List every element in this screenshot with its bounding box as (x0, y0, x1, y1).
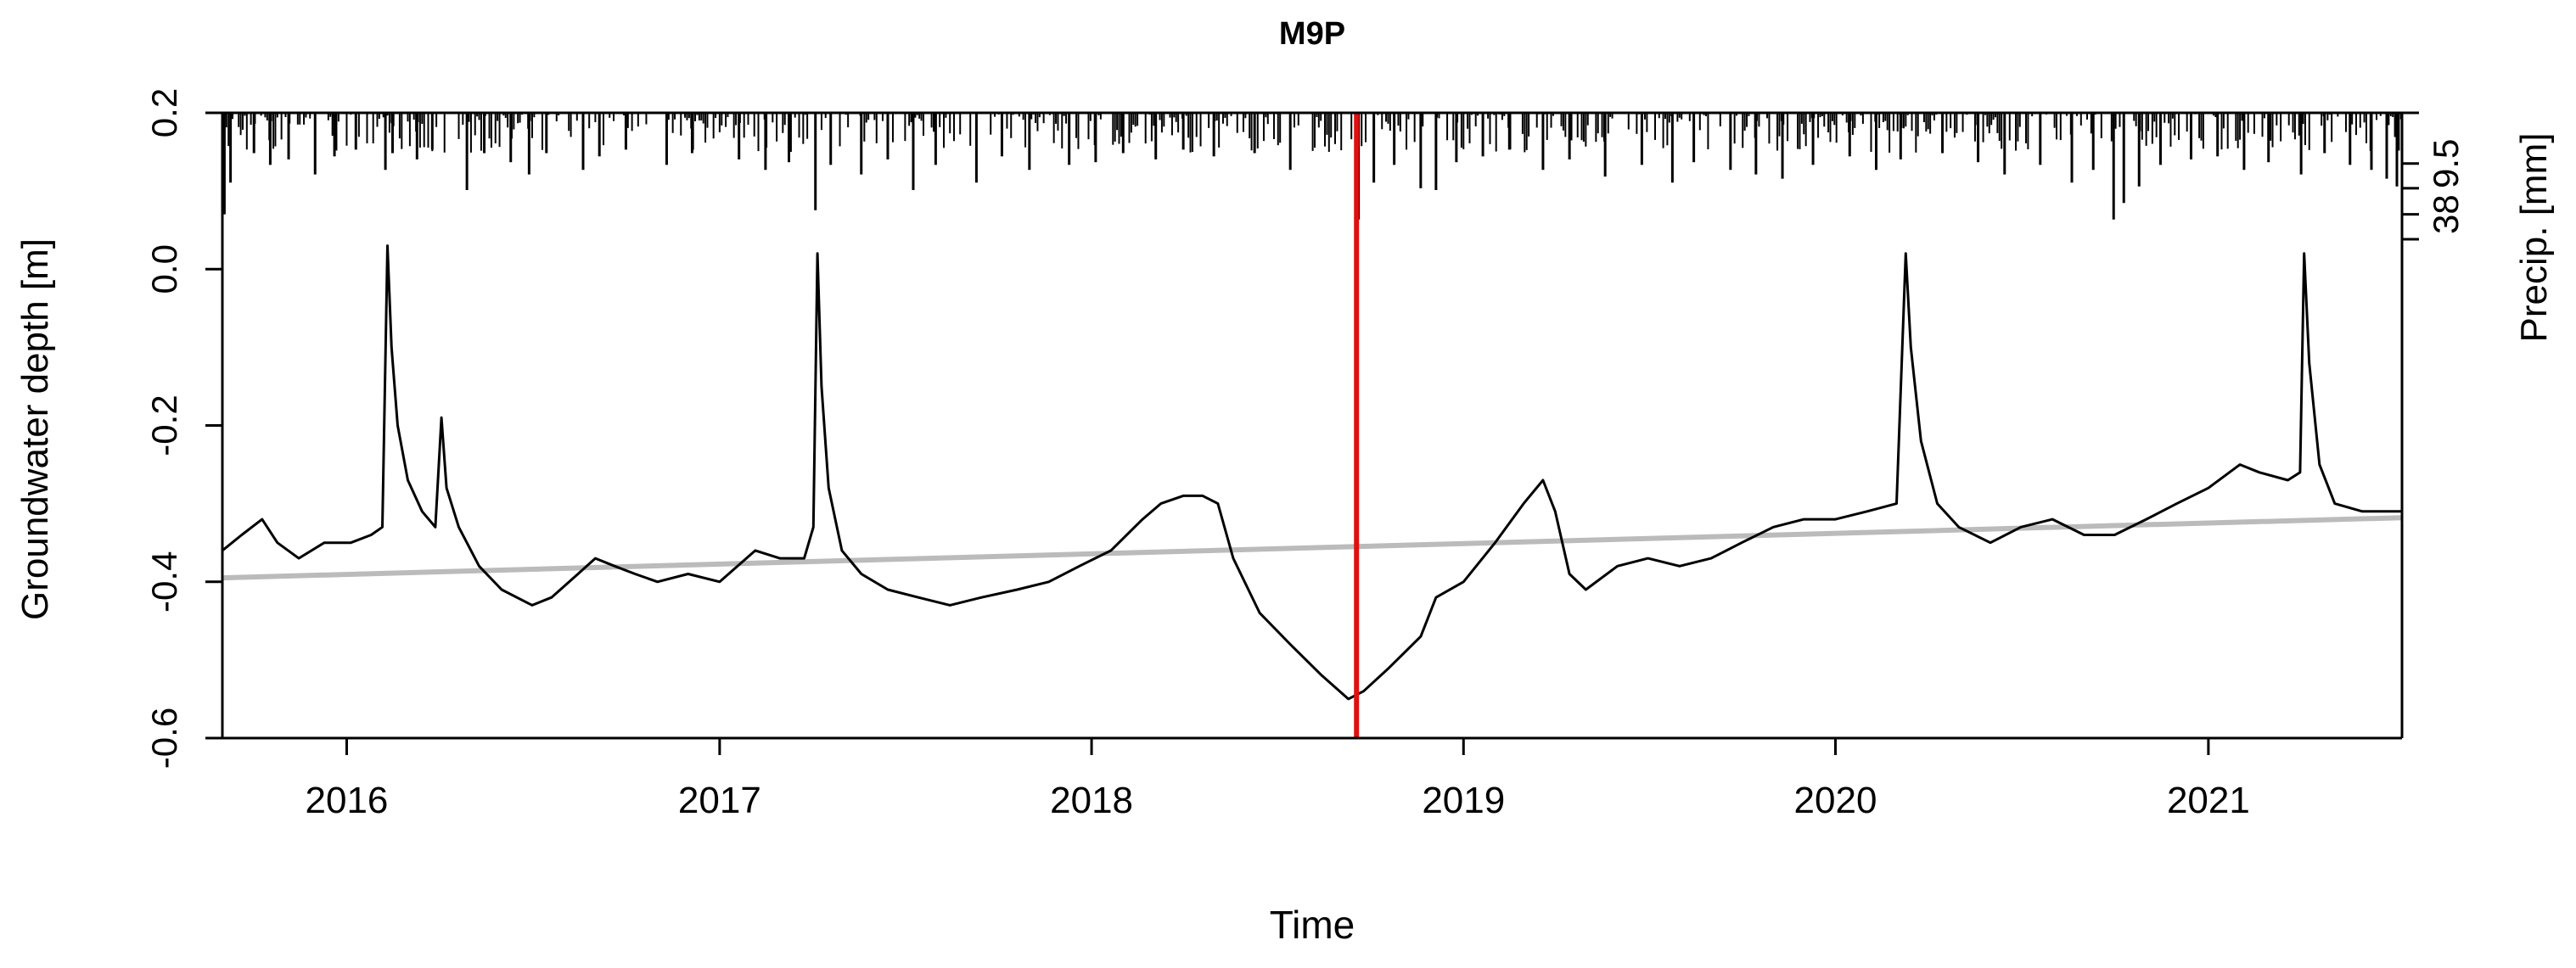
x-tick-label: 2019 (1422, 780, 1505, 821)
precip-tick-label: 38 (2426, 194, 2466, 234)
precip-axis-label: Precip. [mm] (2513, 133, 2555, 343)
x-tick-label: 2021 (2167, 780, 2250, 821)
chart-title: M9P (1279, 16, 1345, 52)
x-axis-label: Time (1270, 903, 1355, 947)
x-tick-label: 2017 (678, 780, 761, 821)
x-tick-label: 2020 (1794, 780, 1877, 821)
x-tick-label: 2018 (1050, 780, 1133, 821)
y-tick-label: -0.6 (144, 708, 184, 769)
precip-tick-label: 9.5 (2426, 139, 2466, 188)
groundwater-line (222, 244, 2402, 701)
y-tick-label: -0.4 (144, 551, 184, 613)
x-tick-label: 2016 (306, 780, 389, 821)
axes: -0.6 -0.4 -0.2 0.0 0.2 2016 2017 2018 2019 2020 20… (144, 88, 2466, 821)
trend-line (222, 515, 2402, 581)
y-axis-label: Groundwater depth [m] (14, 238, 56, 620)
y-tick-label: 0.0 (144, 244, 184, 294)
y-tick-label: 0.2 (144, 88, 184, 137)
plot-area (222, 113, 2402, 738)
y-tick-label: -0.2 (144, 394, 184, 456)
